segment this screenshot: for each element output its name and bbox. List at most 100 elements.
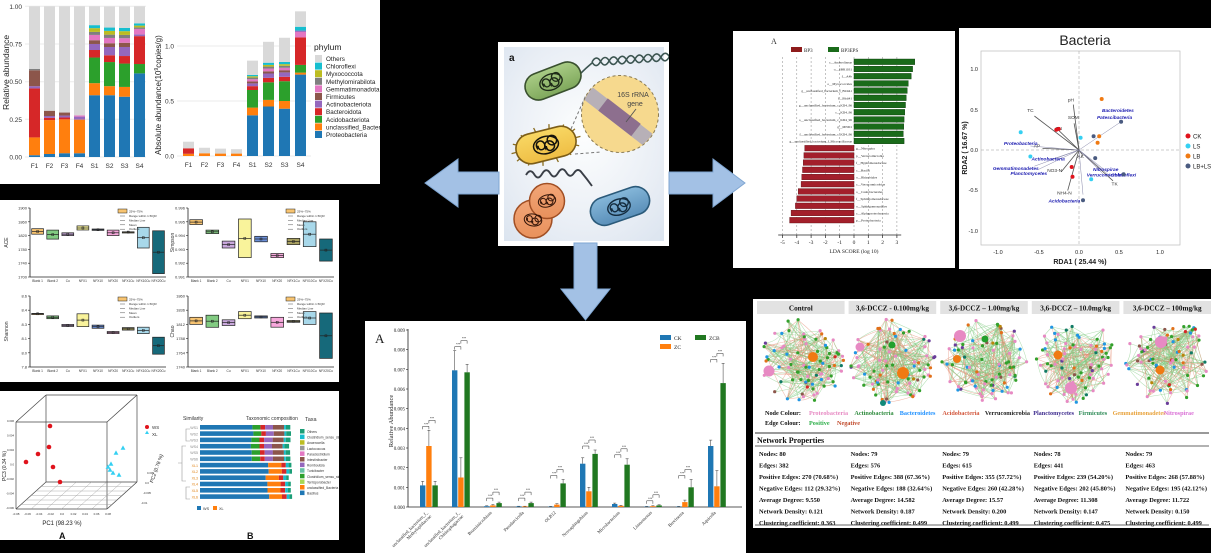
svg-text:Control: Control bbox=[789, 305, 813, 313]
svg-text:0.004: 0.004 bbox=[7, 434, 14, 438]
svg-text:Positive Edges: 388 (67.36%): Positive Edges: 388 (67.36%) bbox=[851, 474, 930, 481]
svg-text:NFX10Cu: NFX10Cu bbox=[303, 369, 317, 373]
svg-text:Outliers: Outliers bbox=[129, 227, 140, 231]
svg-text:g__unclassified_bacterium_f_Mi: g__unclassified_bacterium_f_Microscillac… bbox=[789, 140, 852, 144]
svg-text:***: *** bbox=[654, 491, 659, 495]
svg-text:XL2: XL2 bbox=[192, 470, 198, 474]
svg-text:Nodes: 79: Nodes: 79 bbox=[942, 451, 969, 458]
svg-text:phylum: phylum bbox=[314, 42, 341, 52]
svg-text:S2: S2 bbox=[106, 163, 114, 170]
svg-text:-0.006: -0.006 bbox=[6, 506, 14, 510]
svg-text:c__Anaerolineae: c__Anaerolineae bbox=[829, 60, 852, 64]
svg-text:NFX20: NFX20 bbox=[108, 279, 118, 283]
svg-text:f__unclassified_bacterium_c_KD: f__unclassified_bacterium_c_KD4_96 bbox=[799, 132, 852, 136]
svg-text:1740: 1740 bbox=[18, 261, 28, 266]
svg-text:0.996: 0.996 bbox=[175, 206, 186, 211]
svg-text:0.006: 0.006 bbox=[394, 388, 406, 393]
svg-text:Blank 1: Blank 1 bbox=[191, 279, 202, 283]
svg-text:CK: CK bbox=[1193, 135, 1201, 141]
svg-text:SOM: SOM bbox=[1068, 115, 1079, 121]
svg-text:Outliers: Outliers bbox=[297, 315, 308, 319]
svg-text:g__Nitrospira: g__Nitrospira bbox=[856, 147, 875, 151]
svg-text:F3: F3 bbox=[217, 162, 225, 169]
svg-text:-0.005: -0.005 bbox=[143, 491, 151, 495]
svg-text:1860: 1860 bbox=[18, 219, 28, 224]
svg-text:-1.0: -1.0 bbox=[993, 250, 1002, 256]
svg-text:Average Degree: 15.57: Average Degree: 15.57 bbox=[942, 497, 1004, 504]
svg-text:0.00: 0.00 bbox=[9, 155, 22, 162]
svg-text:NFX10: NFX10 bbox=[256, 369, 266, 373]
svg-text:Blank 2: Blank 2 bbox=[47, 369, 58, 373]
svg-text:Paraclostridium: Paraclostridium bbox=[307, 452, 330, 456]
svg-text:-0.06: -0.06 bbox=[24, 512, 31, 516]
svg-text:Average Degree: 11.308: Average Degree: 11.308 bbox=[1034, 497, 1098, 504]
svg-text:Proteobacteria: Proteobacteria bbox=[1004, 141, 1038, 147]
svg-text:XL1: XL1 bbox=[192, 464, 198, 468]
svg-text:0.5: 0.5 bbox=[165, 99, 174, 106]
svg-text:-0.5: -0.5 bbox=[969, 188, 978, 194]
svg-text:3,6-DCCZ – 10.0mg/kg: 3,6-DCCZ – 10.0mg/kg bbox=[1040, 305, 1111, 313]
svg-text:***: *** bbox=[520, 494, 525, 498]
svg-text:-1.0: -1.0 bbox=[969, 229, 978, 235]
svg-text:TK: TK bbox=[1112, 182, 1119, 188]
svg-text:-0.02: -0.02 bbox=[47, 512, 54, 516]
svg-text:S3: S3 bbox=[121, 163, 129, 170]
svg-text:***: *** bbox=[462, 337, 467, 341]
svg-text:***: *** bbox=[584, 442, 589, 446]
svg-text:LDA SCORE (log 10): LDA SCORE (log 10) bbox=[829, 248, 878, 255]
svg-text:Planctomycetes: Planctomycetes bbox=[1011, 171, 1048, 177]
svg-text:F1: F1 bbox=[31, 163, 39, 170]
svg-text:p__Verrucomicrobia: p__Verrucomicrobia bbox=[856, 154, 884, 158]
svg-text:Bacteroidota: Bacteroidota bbox=[326, 109, 362, 116]
svg-text:F3: F3 bbox=[61, 163, 69, 170]
svg-text:Median Line: Median Line bbox=[297, 306, 314, 310]
svg-text:25%~75%: 25%~75% bbox=[129, 210, 143, 214]
svg-text:NO3-N: NO3-N bbox=[1047, 168, 1062, 174]
svg-text:Similarity: Similarity bbox=[183, 416, 204, 422]
svg-text:Mean: Mean bbox=[297, 311, 305, 315]
svg-text:1836: 1836 bbox=[176, 308, 186, 313]
svg-text:PC2 (0.78 %): PC2 (0.78 %) bbox=[149, 453, 165, 484]
svg-text:0.5: 0.5 bbox=[1115, 250, 1123, 256]
svg-text:***: *** bbox=[552, 472, 557, 476]
svg-text:unclassified_bacterium_f_: unclassified_bacterium_f_ bbox=[391, 510, 429, 548]
svg-text:Network Density: 0.150: Network Density: 0.150 bbox=[1125, 509, 1189, 516]
svg-text:WS6: WS6 bbox=[190, 458, 198, 462]
svg-text:Clustering coefficient: 0.475: Clustering coefficient: 0.475 bbox=[1034, 520, 1111, 527]
svg-text:Edges: 576: Edges: 576 bbox=[851, 463, 881, 470]
svg-text:2: 2 bbox=[881, 240, 884, 246]
svg-text:Cu: Cu bbox=[66, 279, 70, 283]
svg-text:o__Sphingomonadales: o__Sphingomonadales bbox=[856, 204, 888, 208]
svg-text:F1: F1 bbox=[185, 162, 193, 169]
svg-text:Network Density: 0.200: Network Density: 0.200 bbox=[942, 509, 1006, 516]
svg-text:-0.5: -0.5 bbox=[1034, 250, 1043, 256]
svg-text:Verrucomicrobia: Verrucomicrobia bbox=[1087, 173, 1125, 179]
svg-text:Negative Edges: 112 (29.32%): Negative Edges: 112 (29.32%) bbox=[759, 486, 840, 493]
svg-text:Nodes: 79: Nodes: 79 bbox=[1125, 451, 1152, 458]
svg-text:XL: XL bbox=[219, 507, 224, 511]
svg-text:WS: WS bbox=[203, 507, 210, 511]
svg-text:Clustering coefficient: 0.499: Clustering coefficient: 0.499 bbox=[1125, 520, 1202, 527]
svg-text:1900: 1900 bbox=[18, 206, 28, 211]
svg-text:***: *** bbox=[616, 451, 621, 455]
svg-text:unclassified_Bacteria: unclassified_Bacteria bbox=[307, 486, 338, 490]
svg-text:Bacteria: Bacteria bbox=[1059, 32, 1111, 48]
svg-text:PC3 (0.34 %): PC3 (0.34 %) bbox=[2, 451, 8, 481]
svg-text:Methylomirabilota: Methylomirabilota bbox=[326, 79, 376, 86]
svg-text:NFX1: NFX1 bbox=[241, 279, 249, 283]
svg-text:1.0: 1.0 bbox=[165, 44, 174, 51]
svg-text:***: *** bbox=[558, 466, 563, 470]
svg-text:NFX10: NFX10 bbox=[93, 279, 103, 283]
svg-text:1860: 1860 bbox=[176, 294, 186, 299]
svg-text:-5: -5 bbox=[780, 240, 785, 246]
svg-text:o__SBR1031: o__SBR1031 bbox=[834, 68, 853, 72]
svg-text:NFX1Cu: NFX1Cu bbox=[287, 279, 299, 283]
svg-text:Verrucomicrobia: Verrucomicrobia bbox=[985, 410, 1030, 417]
svg-text:Negative Edges: 188 (32.64%): Negative Edges: 188 (32.64%) bbox=[851, 486, 933, 493]
svg-text:3,6-DCCZ – 100mg/kg: 3,6-DCCZ – 100mg/kg bbox=[1133, 305, 1202, 313]
svg-text:Taxa: Taxa bbox=[305, 417, 318, 423]
svg-text:NFX10: NFX10 bbox=[93, 369, 103, 373]
svg-text:F2: F2 bbox=[46, 163, 54, 170]
svg-text:Acidobacteria: Acidobacteria bbox=[942, 410, 979, 417]
svg-text:f__Blrii41: f__Blrii41 bbox=[838, 96, 852, 100]
